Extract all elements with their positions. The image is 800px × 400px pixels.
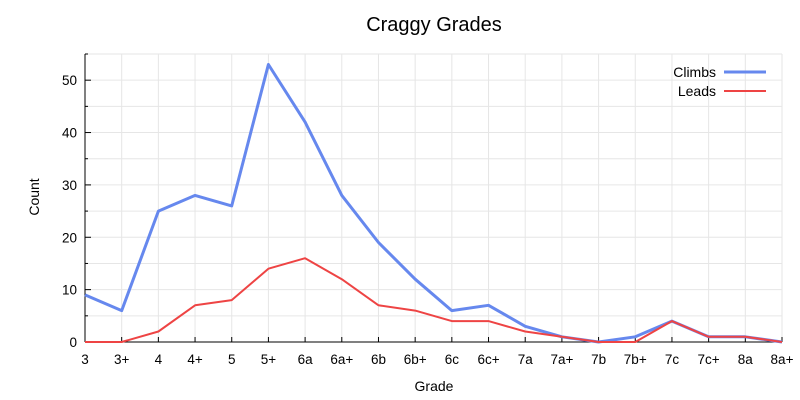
- y-tick-label: 10: [62, 283, 77, 298]
- y-axis-label: Count: [26, 178, 42, 215]
- axes: 0 10 20 30 40 50 3 3+ 4 4+ 5 5+ 6a 6a+ 6b 6b+ 6c 6c+ 7a 7a+…: [62, 53, 794, 367]
- x-tick-label: 7b+: [624, 352, 647, 367]
- legend: Climbs Leads: [673, 64, 766, 99]
- x-tick-label: 7a: [518, 352, 534, 367]
- x-tick-label: 4+: [187, 352, 203, 367]
- x-tick-label: 6b: [371, 352, 386, 367]
- x-tick-label: 6c+: [477, 352, 499, 367]
- x-tick-label: 7c: [665, 352, 680, 367]
- x-tick-label: 6a+: [330, 352, 353, 367]
- series-line-leads: [85, 257, 783, 343]
- x-tick-label: 5: [228, 352, 236, 367]
- x-tick-label: 6a: [298, 352, 314, 367]
- legend-label-leads: Leads: [678, 83, 716, 99]
- grid: [84, 53, 783, 343]
- x-tick-label: 7a+: [550, 352, 573, 367]
- x-tick-label: 3: [81, 352, 89, 367]
- x-tick-label: 3+: [114, 352, 130, 367]
- y-tick-label: 20: [62, 230, 77, 245]
- y-tick-label: 0: [69, 335, 77, 350]
- y-tick-label: 30: [62, 178, 77, 193]
- x-tick-label: 5+: [261, 352, 277, 367]
- legend-label-climbs: Climbs: [673, 64, 716, 80]
- x-tick-label: 7c+: [698, 352, 720, 367]
- y-tick-label: 40: [62, 126, 77, 141]
- x-tick-label: 4: [155, 352, 163, 367]
- x-tick-label: 6b+: [404, 352, 427, 367]
- x-tick-label: 6c: [445, 352, 460, 367]
- series: [84, 63, 783, 344]
- x-tick-label: 8a+: [771, 352, 794, 367]
- y-tick-label: 50: [62, 73, 77, 88]
- x-tick-label: 8a: [738, 352, 754, 367]
- chart-title: Craggy Grades: [366, 14, 502, 36]
- x-axis-label: Grade: [415, 378, 454, 394]
- x-tick-label: 7b: [591, 352, 606, 367]
